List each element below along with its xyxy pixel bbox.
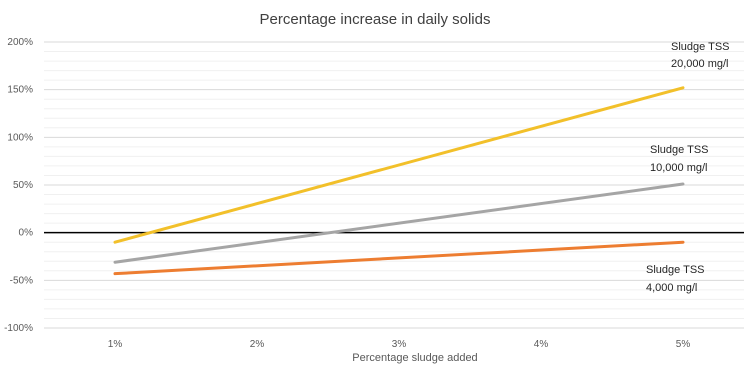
y-tick-label: 150% xyxy=(7,85,33,96)
x-axis-label: Percentage sludge added xyxy=(352,352,477,364)
series-label-1-line1: Sludge TSS xyxy=(671,41,730,53)
y-tick-label: 100% xyxy=(7,132,33,143)
series-label-3-line1: Sludge TSS xyxy=(646,264,705,276)
y-tick-label: 200% xyxy=(7,37,33,48)
y-axis-ticks: -100% -50% 0% 50% 100% 150% 200% xyxy=(4,37,33,334)
grid xyxy=(44,41,744,329)
y-tick-label: -50% xyxy=(10,275,33,286)
series-label-3-line2: 4,000 mg/l xyxy=(646,282,697,294)
y-tick-label: 50% xyxy=(13,180,33,191)
x-tick-label: 3% xyxy=(392,339,407,350)
y-tick-label: -100% xyxy=(4,323,33,334)
series-labels: Sludge TSS 20,000 mg/l Sludge TSS 10,000 mg… xyxy=(646,41,730,294)
y-tick-label: 0% xyxy=(19,228,34,239)
x-tick-label: 5% xyxy=(676,339,691,350)
series-line-3 xyxy=(113,240,685,276)
series-label-2-line2: 10,000 mg/l xyxy=(650,162,707,174)
x-tick-label: 2% xyxy=(250,339,265,350)
series-line-1 xyxy=(113,86,685,244)
series-line-2 xyxy=(113,182,685,264)
x-tick-label: 4% xyxy=(534,339,549,350)
chart-title: Percentage increase in daily solids xyxy=(260,11,491,28)
x-axis-ticks: 1% 2% 3% 4% 5% xyxy=(108,339,691,350)
series-label-2-line1: Sludge TSS xyxy=(650,144,709,156)
series-group xyxy=(113,86,685,276)
series-label-1-line2: 20,000 mg/l xyxy=(671,58,728,70)
x-tick-label: 1% xyxy=(108,339,123,350)
